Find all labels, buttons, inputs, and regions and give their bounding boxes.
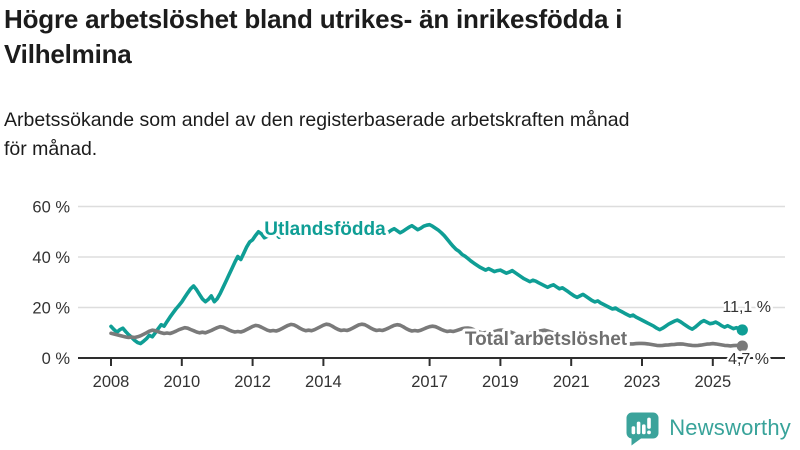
exclamation-bar: [647, 417, 651, 429]
bar-chart-bar-1: [631, 426, 636, 435]
x-axis-label-2017: 2017: [411, 373, 448, 391]
title-line-2: Vilhelmina: [4, 39, 132, 70]
series-line-utlandsfodda: [109, 222, 745, 346]
x-axis-label-2021: 2021: [553, 373, 590, 391]
subtitle-line-1: Arbetssökande som andel av den registerb…: [4, 109, 630, 131]
x-axis-label-2012: 2012: [234, 373, 271, 391]
x-axis-label-2014: 2014: [305, 373, 342, 391]
y-axis-label-20: 20 %: [32, 300, 70, 318]
end-value-label-total: 4,7 %: [728, 351, 769, 368]
series-label-total: Total arbetslöshet: [465, 329, 628, 350]
series-label-utlandsfodda: Utlandsfödda: [264, 219, 386, 240]
exclamation-dot: [647, 430, 652, 435]
x-axis-label-2023: 2023: [624, 373, 661, 391]
y-axis-label-0: 0 %: [42, 350, 71, 368]
title-line-1: Högre arbetslöshet bland utrikes- än inr…: [4, 4, 623, 34]
x-axis-label-2008: 2008: [93, 373, 130, 391]
y-axis-label-40: 40 %: [32, 249, 70, 267]
newsworthy-logo-icon: [626, 412, 659, 446]
end-dot-total: [736, 340, 748, 352]
newsworthy-wordmark: Newsworthy: [669, 415, 791, 440]
bar-chart-bar-2: [636, 421, 641, 435]
x-axis-label-2010: 2010: [163, 373, 200, 391]
subtitle-line-2: för månad.: [4, 138, 98, 161]
end-value-label-utlandsfodda: 11,1 %: [722, 299, 771, 316]
x-axis-label-2019: 2019: [482, 373, 519, 391]
series-line-total: [109, 322, 745, 348]
y-axis-label-60: 60 %: [32, 199, 70, 217]
chart-subtitle: Arbetssökande som andel av den registerb…: [4, 106, 792, 165]
end-dot-utlandsfodda: [736, 324, 748, 336]
newsworthy-brand: Newsworthy: [624, 408, 791, 448]
page-title: Högre arbetslöshet bland utrikes- än inr…: [4, 2, 792, 72]
bar-chart-bar-3: [642, 424, 646, 435]
x-axis-label-2025: 2025: [694, 373, 731, 391]
